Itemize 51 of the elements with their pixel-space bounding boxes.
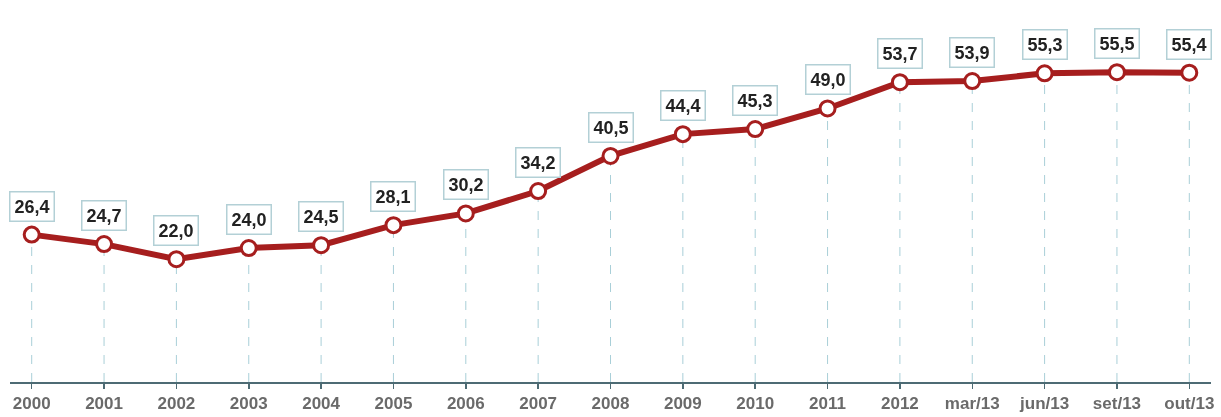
x-tick-label: 2011 [809,393,846,413]
data-label: 53,7 [882,43,918,64]
point [1180,63,1199,82]
data-label: 40,5 [593,117,629,138]
point [673,125,692,144]
point [890,73,909,92]
data-label: 30,2 [448,174,484,195]
data-label: 55,4 [1171,34,1207,55]
point [1107,63,1126,82]
x-tick-label: 2003 [229,393,268,413]
data-label: 55,5 [1099,33,1135,54]
point [1035,64,1054,83]
point [167,250,186,269]
x-tick-label: 2005 [374,393,413,413]
x-tick-label: mar/13 [944,393,1000,413]
data-label: 22,0 [158,220,194,241]
x-tick-label: 2001 [85,393,123,413]
point [384,216,403,235]
point [22,225,41,244]
x-tick-label: 2006 [446,393,485,413]
data-label: 53,9 [954,42,990,63]
data-label: 45,3 [737,90,773,111]
data-label: 28,1 [375,186,411,207]
data-label: 34,2 [520,152,556,173]
x-tick-label: 2004 [302,393,341,413]
point [529,182,548,201]
x-tick-label: jun/13 [1019,393,1070,413]
point [312,236,331,255]
data-label: 49,0 [810,69,846,90]
point [963,72,982,91]
data-label: 55,3 [1027,34,1063,55]
x-tick-label: 2007 [519,393,558,413]
point [456,204,475,223]
point [601,146,620,165]
x-tick-label: 2010 [736,393,775,413]
x-tick-label: set/13 [1092,393,1142,413]
x-tick-label: 2000 [12,393,51,413]
data-label: 44,4 [665,95,701,116]
point [818,99,837,118]
x-tick-label: out/13 [1164,393,1215,413]
point [95,235,114,254]
x-tick-label: 2002 [157,393,196,413]
x-tick-label: 2009 [663,393,702,413]
data-label: 24,7 [86,205,122,226]
data-label: 26,4 [14,196,50,217]
point [239,239,258,258]
x-tick-label: 2008 [591,393,630,413]
point [746,120,765,139]
x-tick-label: 2012 [880,393,919,413]
data-label: 24,5 [303,206,339,227]
data-label: 24,0 [231,209,267,230]
